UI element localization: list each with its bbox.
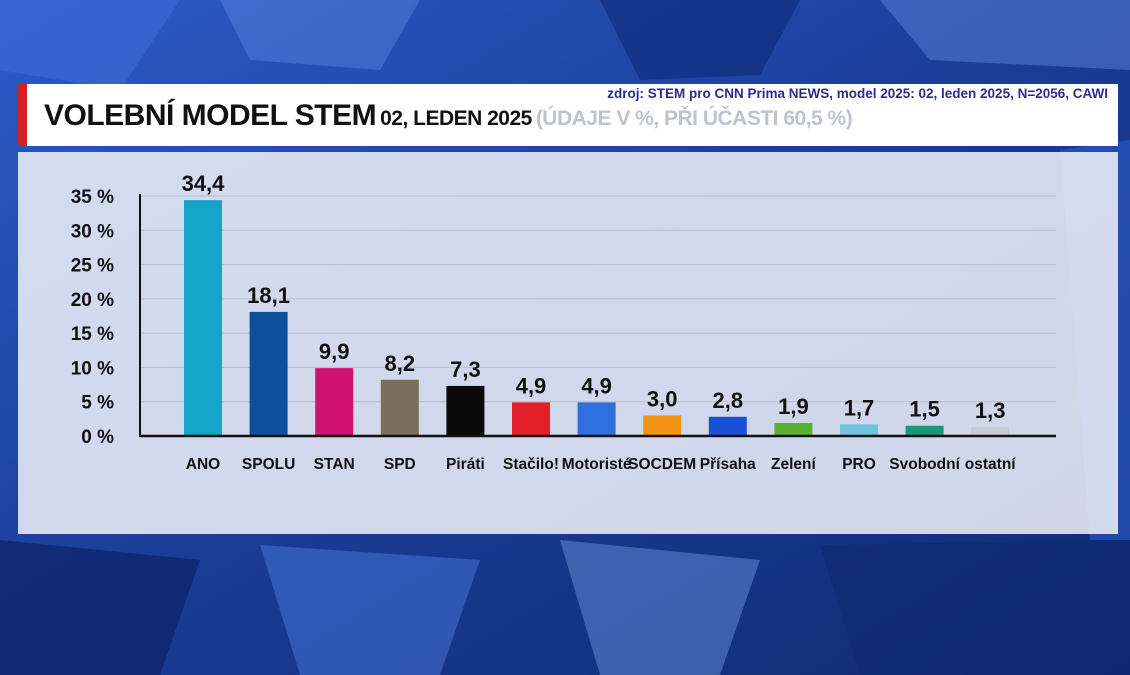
value-label: 8,2 [385,351,416,376]
bar-2 [315,368,354,436]
category-label: Stačilo! [503,456,559,473]
y-tick-label: 20 % [71,290,114,311]
value-label: 34,4 [182,171,226,196]
category-label: Motoristé [562,456,632,473]
value-label: 4,9 [516,373,547,398]
category-label: PRO [842,456,876,473]
chart-header: zdroj: STEM pro CNN Prima NEWS, model 20… [18,84,1118,146]
value-label: 1,5 [909,397,940,422]
bar-chart: 0 % 5 % 10 % 15 % 20 % 25 % 30 % 35 % 34,4 18,1 9… [71,171,1056,473]
category-label: Piráti [446,456,485,473]
value-label: 3,0 [647,386,678,411]
bar-1 [249,311,288,436]
chart-title: VOLEBNÍ MODEL STEM 02, LEDEN 2025 (ÚDAJE… [44,99,853,133]
bars [184,200,1010,436]
value-label: 1,7 [844,395,875,420]
y-axis-ticks: 0 % 5 % 10 % 15 % 20 % 25 % 30 % 35 % [71,187,114,448]
category-label: SOCDEM [628,456,696,473]
bar-11 [905,425,944,436]
value-label: 9,9 [319,339,350,364]
category-label: STAN [314,456,355,473]
category-label: Přísaha [700,456,756,473]
category-label: SPOLU [242,456,295,473]
category-label: ANO [186,456,220,473]
y-tick-label: 10 % [71,358,114,379]
value-labels: 34,4 18,1 9,9 8,2 7,3 4,9 4,9 3,0 2,8 1,9 1,7 1,5 1,… [182,171,1006,423]
category-label: Zelení [771,456,816,473]
y-tick-label: 30 % [71,221,114,242]
category-label: Svobodní [889,456,960,473]
accent-bar [18,84,27,146]
value-label: 1,3 [975,398,1006,423]
title-sub: 02, LEDEN 2025 [380,107,532,130]
bar-8 [708,416,747,436]
value-label: 7,3 [450,357,481,382]
value-label: 18,1 [247,283,290,308]
category-label: SPD [384,456,416,473]
title-note: (ÚDAJE V %, PŘI ÚČASTI 60,5 %) [535,107,853,130]
bar-5 [512,402,550,436]
y-tick-label: 5 % [81,393,114,414]
category-labels: ANO SPOLU STAN SPD Piráti Stačilo! MotoristéSO… [186,456,1017,473]
y-tick-label: 35 % [71,187,114,208]
y-tick-label: 25 % [71,256,114,277]
bar-9 [774,422,813,436]
value-label: 1,9 [778,394,809,419]
bar-4 [446,385,485,436]
bar-6 [577,402,616,436]
category-label: ostatní [965,456,1017,473]
gridlines [140,195,1056,403]
source-note: zdroj: STEM pro CNN Prima NEWS, model 20… [607,86,1108,101]
title-main: VOLEBNÍ MODEL STEM [44,99,377,132]
bar-10 [840,424,878,436]
value-label: 4,9 [581,373,612,398]
y-tick-label: 0 % [81,427,114,448]
bar-3 [380,379,419,436]
bar-7 [643,415,682,436]
bar-12 [971,427,1010,436]
y-tick-label: 15 % [71,324,114,345]
value-label: 2,8 [713,388,744,413]
bar-0 [184,200,222,436]
